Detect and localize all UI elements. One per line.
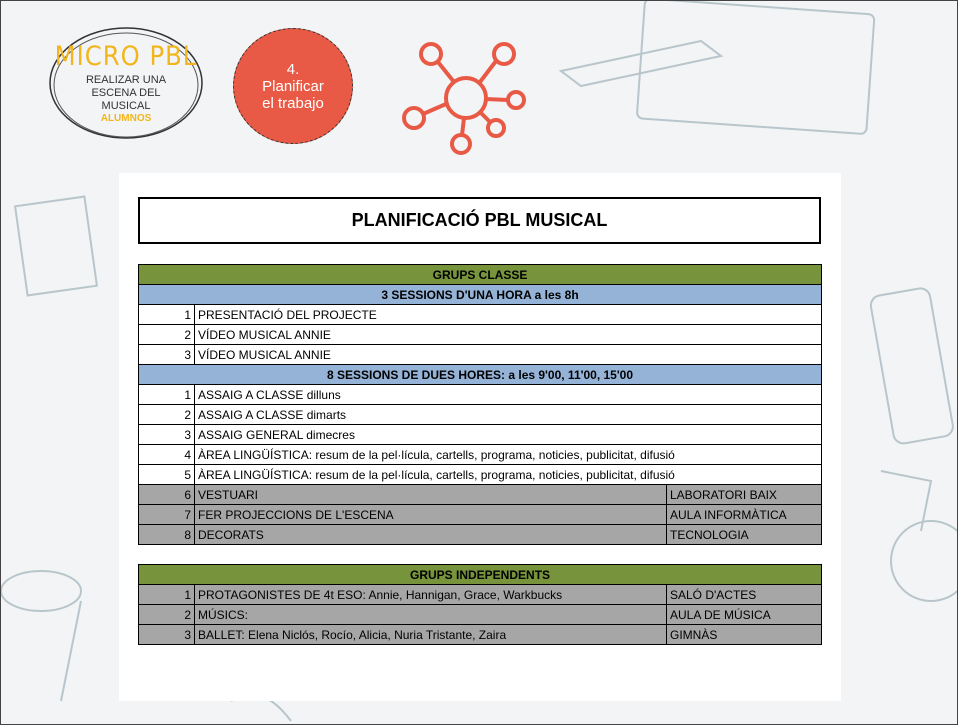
group-heading-row: GRUPS INDEPENDENTS bbox=[137, 564, 823, 585]
row-activity: ASSAIG GENERAL dimecres bbox=[193, 424, 823, 445]
row-number: 2 bbox=[138, 404, 195, 425]
row-location: LABORATORI BAIX bbox=[665, 484, 823, 505]
row-activity: PROTAGONISTES DE 4t ESO: Annie, Hannigan… bbox=[194, 584, 667, 605]
row-activity: VÍDEO MUSICAL ANNIE bbox=[193, 324, 823, 345]
logo-tag: ALUMNOS bbox=[100, 113, 152, 124]
block-heading-row: 8 SESSIONS DE DUES HORES: a les 9'00, 11… bbox=[137, 364, 823, 385]
row-number: 3 bbox=[138, 424, 195, 445]
tables: GRUPS CLASSE 3 SESSIONS D'UNA HORA a les … bbox=[137, 264, 823, 664]
block-heading-row: 3 SESSIONS D'UNA HORA a les 8h bbox=[137, 284, 823, 305]
row-number: 5 bbox=[138, 464, 195, 485]
row-activity: FER PROJECCIONS DE L'ESCENA bbox=[194, 504, 667, 525]
row-location: GIMNÀS bbox=[665, 624, 823, 645]
table-row: 2 VÍDEO MUSICAL ANNIE bbox=[138, 324, 823, 345]
row-activity: VÍDEO MUSICAL ANNIE bbox=[193, 344, 823, 365]
logo-title: MICRO PBL bbox=[54, 41, 198, 72]
row-number: 7 bbox=[138, 504, 195, 525]
table-row: 3 ASSAIG GENERAL dimecres bbox=[138, 424, 823, 445]
row-activity: DECORATS bbox=[194, 524, 667, 545]
row-location: TECNOLOGIA bbox=[665, 524, 823, 545]
group-heading-row: GRUPS CLASSE bbox=[137, 264, 823, 285]
row-number: 6 bbox=[138, 484, 195, 505]
table-row: 7 FER PROJECCIONS DE L'ESCENA AULA INFORMÀ… bbox=[138, 504, 823, 525]
table-row: 3 VÍDEO MUSICAL ANNIE bbox=[138, 344, 823, 365]
row-number: 3 bbox=[138, 344, 195, 365]
row-number: 2 bbox=[138, 324, 195, 345]
row-activity: VESTUARI bbox=[194, 484, 667, 505]
network-icon bbox=[402, 42, 526, 155]
planning-panel: PLANIFICACIÓ PBL MUSICAL GRUPS CLASSE 3 S… bbox=[119, 173, 841, 701]
group-heading: GRUPS INDEPENDENTS bbox=[137, 564, 823, 585]
row-number: 8 bbox=[138, 524, 195, 545]
row-number: 1 bbox=[138, 584, 195, 605]
row-activity: MÚSICS: bbox=[194, 604, 667, 625]
row-number: 1 bbox=[138, 304, 195, 325]
row-activity: ASSAIG A CLASSE dimarts bbox=[193, 404, 823, 425]
row-location: AULA INFORMÀTICA bbox=[665, 504, 823, 525]
row-activity: ÀREA LINGÜÍSTICA: resum de la pel·lícula… bbox=[193, 444, 823, 465]
row-number: 4 bbox=[138, 444, 195, 465]
row-location: SALÓ D'ACTES bbox=[665, 584, 823, 605]
row-number: 1 bbox=[138, 384, 195, 405]
table-row: 8 DECORATS TECNOLOGIA bbox=[138, 524, 823, 545]
table-row: 2 MÚSICS: AULA DE MÚSICA bbox=[138, 604, 823, 625]
table-row: 6 VESTUARI LABORATORI BAIX bbox=[138, 484, 823, 505]
logo: MICRO PBL REALIZAR UNA ESCENA DEL MUSICA… bbox=[46, 23, 206, 143]
table-row: 5 ÀREA LINGÜÍSTICA: resum de la pel·lícul… bbox=[138, 464, 823, 485]
step-label: 4. Planificar el trabajo bbox=[262, 60, 324, 112]
row-number: 2 bbox=[138, 604, 195, 625]
table-row: 2 ASSAIG A CLASSE dimarts bbox=[138, 404, 823, 425]
table-row: 1 PRESENTACIÓ DEL PROJECTE bbox=[138, 304, 823, 325]
table-row: 4 ÀREA LINGÜÍSTICA: resum de la pel·lícul… bbox=[138, 444, 823, 465]
table-row: 1 ASSAIG A CLASSE dilluns bbox=[138, 384, 823, 405]
row-activity: ASSAIG A CLASSE dilluns bbox=[193, 384, 823, 405]
table-row: 3 BALLET: Elena Niclós, Rocío, Alicia, Nu… bbox=[138, 624, 823, 645]
table-title: PLANIFICACIÓ PBL MUSICAL bbox=[138, 197, 821, 244]
row-number: 3 bbox=[138, 624, 195, 645]
block-heading: 8 SESSIONS DE DUES HORES: a les 9'00, 11… bbox=[137, 364, 823, 385]
block-heading: 3 SESSIONS D'UNA HORA a les 8h bbox=[137, 284, 823, 305]
row-activity: BALLET: Elena Niclós, Rocío, Alicia, Nur… bbox=[194, 624, 667, 645]
row-activity: PRESENTACIÓ DEL PROJECTE bbox=[193, 304, 823, 325]
row-activity: ÀREA LINGÜÍSTICA: resum de la pel·lícula… bbox=[193, 464, 823, 485]
group-heading: GRUPS CLASSE bbox=[137, 264, 823, 285]
group-table: GRUPS CLASSE 3 SESSIONS D'UNA HORA a les … bbox=[137, 264, 823, 545]
group-table: GRUPS INDEPENDENTS 1 PROTAGONISTES DE 4t E… bbox=[137, 564, 823, 645]
step-badge: 4. Planificar el trabajo bbox=[233, 28, 353, 144]
logo-ellipse bbox=[49, 27, 203, 139]
row-location: AULA DE MÚSICA bbox=[665, 604, 823, 625]
logo-subtitle: REALIZAR UNA ESCENA DEL MUSICAL bbox=[85, 74, 167, 112]
table-row: 1 PROTAGONISTES DE 4t ESO: Annie, Hanniga… bbox=[138, 584, 823, 605]
